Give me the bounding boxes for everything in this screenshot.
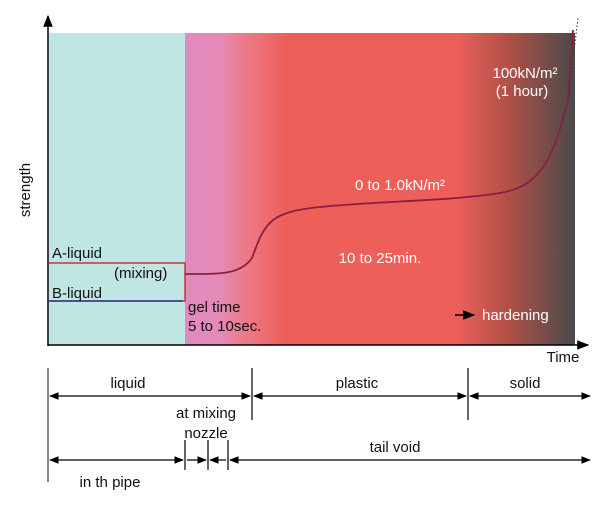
location-label: at mixing xyxy=(176,405,236,422)
phase-label: solid xyxy=(510,375,541,392)
timeline xyxy=(47,368,591,482)
gel-time-label: gel time xyxy=(188,299,241,316)
location-label: tail void xyxy=(370,439,421,456)
b-liquid-label: B-liquid xyxy=(52,285,102,302)
regions xyxy=(49,33,575,345)
strength-curve xyxy=(184,29,574,275)
location-label: nozzle xyxy=(184,425,227,442)
final-time-label: (1 hour) xyxy=(496,83,549,100)
phase-label: plastic xyxy=(336,375,379,392)
region-gel xyxy=(185,33,285,345)
plastic-strength-label: 0 to 1.0kN/m² xyxy=(355,177,445,194)
gel-duration-label: 5 to 10sec. xyxy=(188,318,261,335)
location-label: in th pipe xyxy=(80,474,141,491)
final-strength-label: 100kN/m² xyxy=(492,65,557,82)
x-axis-label: Time xyxy=(547,349,580,366)
region-plastic xyxy=(284,33,456,345)
a-liquid-label: A-liquid xyxy=(52,245,102,262)
plastic-duration-label: 10 to 25min. xyxy=(339,250,422,267)
phase-label: liquid xyxy=(110,375,145,392)
y-axis-label: strength xyxy=(17,163,34,217)
hardening-label: hardening xyxy=(482,307,549,324)
region-liquid xyxy=(49,33,185,345)
mixing-label: (mixing) xyxy=(114,265,167,282)
